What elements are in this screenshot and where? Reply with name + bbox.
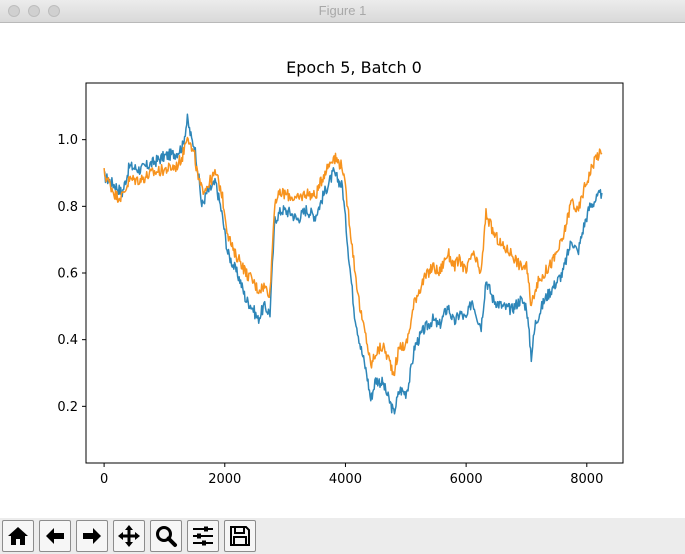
x-tick-label: 6000 <box>450 472 483 487</box>
y-tick-label: 0.8 <box>57 200 78 215</box>
series-line-2 <box>103 136 603 377</box>
home-button[interactable] <box>2 520 34 552</box>
x-tick-label: 8000 <box>570 472 603 487</box>
forward-arrow-icon <box>83 528 101 544</box>
zoom-button[interactable] <box>150 520 182 552</box>
configure-subplots-icon <box>193 526 213 546</box>
configure-subplots-button[interactable] <box>187 520 219 552</box>
axes-frame <box>85 82 624 464</box>
save-disk-icon <box>230 526 250 546</box>
y-tick-label: 0.6 <box>57 267 78 282</box>
minimize-window-button[interactable] <box>28 5 40 17</box>
forward-button[interactable] <box>76 520 108 552</box>
save-button[interactable] <box>224 520 256 552</box>
zoom-window-button[interactable] <box>48 5 60 17</box>
axis-layer: 0 2000 4000 6000 8000 0.2 0.4 0.6 0.8 1.0 <box>57 133 603 487</box>
x-tick-label: 0 <box>100 472 108 487</box>
chart-title: Epoch 5, Batch 0 <box>286 58 422 77</box>
figure-canvas[interactable]: Epoch 5, Batch 0 0 2000 4000 6000 8000 0.2 0.4… <box>0 23 685 518</box>
back-button[interactable] <box>39 520 71 552</box>
back-arrow-icon <box>46 528 64 544</box>
window-title: Figure 1 <box>318 3 367 18</box>
x-tick-label: 2000 <box>208 472 241 487</box>
pan-button[interactable] <box>113 520 145 552</box>
y-tick-label: 0.2 <box>57 400 78 415</box>
y-tick-label: 0.4 <box>57 333 78 348</box>
home-icon <box>8 527 28 545</box>
close-window-button[interactable] <box>8 5 20 17</box>
x-tick-label: 4000 <box>329 472 362 487</box>
zoom-magnifier-icon <box>156 526 177 547</box>
window-titlebar: Figure 1 <box>0 0 685 23</box>
series-line-1 <box>103 113 603 415</box>
navigation-toolbar <box>0 518 685 554</box>
y-tick-label: 1.0 <box>57 133 78 148</box>
series-layer <box>103 113 603 415</box>
pan-move-icon <box>118 525 140 547</box>
